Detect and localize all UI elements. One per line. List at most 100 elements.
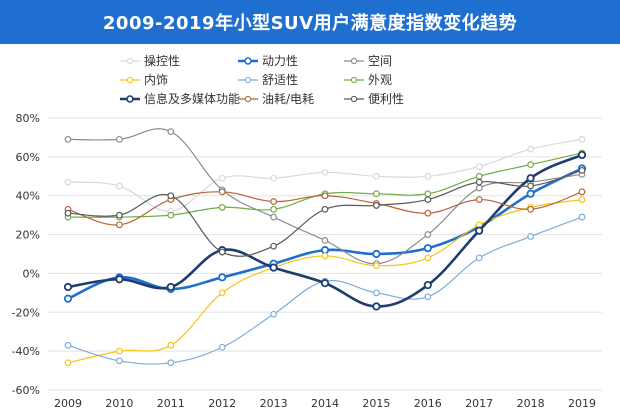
data-point (526, 174, 535, 183)
y-axis-ticks: 80% 60% 40% 20% 0% -20% -40% -60% (12, 112, 40, 397)
legend-item: 操控性 (120, 53, 180, 68)
legend-label: 空间 (368, 54, 392, 68)
data-point (373, 190, 380, 198)
legend-item: 动力性 (238, 54, 298, 68)
legend-label: 内饰 (144, 73, 168, 87)
legend-item: 内饰 (120, 73, 168, 87)
data-point (423, 244, 432, 253)
data-point (321, 192, 329, 200)
data-point (475, 184, 483, 192)
data-point (578, 167, 586, 174)
data-point (64, 341, 72, 349)
data-point (526, 189, 535, 198)
data-point (475, 196, 483, 204)
data-point (475, 226, 484, 235)
data-point (424, 172, 432, 180)
data-point (63, 282, 73, 292)
x-tick-label: 2017 (465, 397, 493, 410)
data-point (270, 242, 278, 250)
data-point (270, 198, 278, 205)
line-chart: 80%60%40%20%0%-20%-40%-60% 2009 2010 2011 2… (12, 53, 602, 410)
data-point (424, 231, 432, 238)
data-point (578, 196, 586, 204)
x-tick-label: 2010 (105, 397, 133, 410)
data-point (218, 273, 227, 282)
x-tick-label: 2016 (414, 397, 442, 410)
legend-swatch-marker (126, 76, 134, 84)
data-point (64, 178, 72, 186)
data-point (218, 343, 226, 351)
data-point (424, 254, 432, 262)
data-point (115, 275, 124, 284)
data-point (115, 347, 123, 355)
data-point (475, 254, 483, 262)
data-point (218, 174, 226, 182)
legend-label: 油耗/电耗 (262, 92, 314, 106)
series-8 (64, 188, 586, 229)
series-lines (63, 128, 587, 367)
legend-swatch-marker (126, 95, 134, 103)
data-point (270, 310, 278, 318)
legend-label: 外观 (368, 73, 392, 87)
data-point (320, 279, 330, 288)
data-point (321, 252, 329, 260)
data-point (115, 135, 123, 143)
x-axis-ticks: 2009 2010 2011 2012 2013 2014 2015 2016 2017 2018… (54, 397, 596, 410)
data-point (270, 205, 278, 213)
data-point (167, 192, 175, 200)
legend-swatch-marker (244, 95, 252, 103)
legend-item: 外观 (344, 73, 392, 87)
x-tick-label: 2013 (260, 397, 288, 410)
data-point (372, 302, 381, 311)
legend-swatch-marker (244, 76, 252, 84)
data-point (115, 357, 123, 365)
legend-item: 舒适性 (238, 73, 298, 87)
data-point (475, 178, 483, 186)
x-tick-label: 2012 (208, 397, 236, 410)
legend-swatch-marker (244, 57, 252, 65)
series-line (67, 169, 583, 257)
data-point (63, 294, 73, 303)
data-point (372, 249, 381, 259)
title-banner: 2009-2019年小型SUV用户满意度指数变化趋势 (0, 0, 620, 44)
legend-item: 空间 (344, 54, 392, 68)
chart-title: 2009-2019年小型SUV用户满意度指数变化趋势 (102, 13, 518, 34)
y-tick-label: 0% (23, 267, 40, 280)
data-point (321, 205, 329, 213)
series-9 (64, 167, 586, 257)
series-5 (64, 213, 586, 367)
data-point (424, 209, 432, 217)
data-point (527, 145, 534, 153)
data-point (320, 246, 330, 255)
x-tick-label: 2014 (311, 397, 339, 410)
y-tick-label: -40% (12, 345, 40, 358)
legend-item: 油耗/电耗 (238, 92, 314, 106)
y-tick-label: 80% (16, 112, 40, 125)
legend-label: 动力性 (262, 54, 298, 68)
data-point (167, 359, 175, 367)
legend-swatch-marker (350, 95, 358, 103)
x-tick-label: 2015 (362, 397, 390, 410)
data-point (64, 359, 72, 367)
legend-label: 便利性 (368, 92, 404, 106)
data-point (475, 172, 483, 180)
data-point (167, 341, 175, 349)
data-point (115, 182, 123, 190)
legend-swatch-marker (350, 76, 358, 84)
data-point (373, 202, 380, 209)
y-tick-label: -60% (12, 384, 40, 397)
legend-swatch-marker (350, 57, 358, 65)
legend-label: 操控性 (144, 53, 180, 68)
data-point (578, 213, 586, 221)
y-tick-label: 40% (16, 190, 40, 203)
data-point (218, 188, 226, 196)
data-point (167, 211, 175, 219)
data-point (527, 161, 534, 169)
data-point (424, 190, 432, 198)
data-point (373, 172, 380, 180)
y-tick-label: -20% (12, 306, 40, 319)
data-point (218, 289, 226, 297)
data-point (578, 188, 586, 196)
data-point (115, 221, 123, 229)
